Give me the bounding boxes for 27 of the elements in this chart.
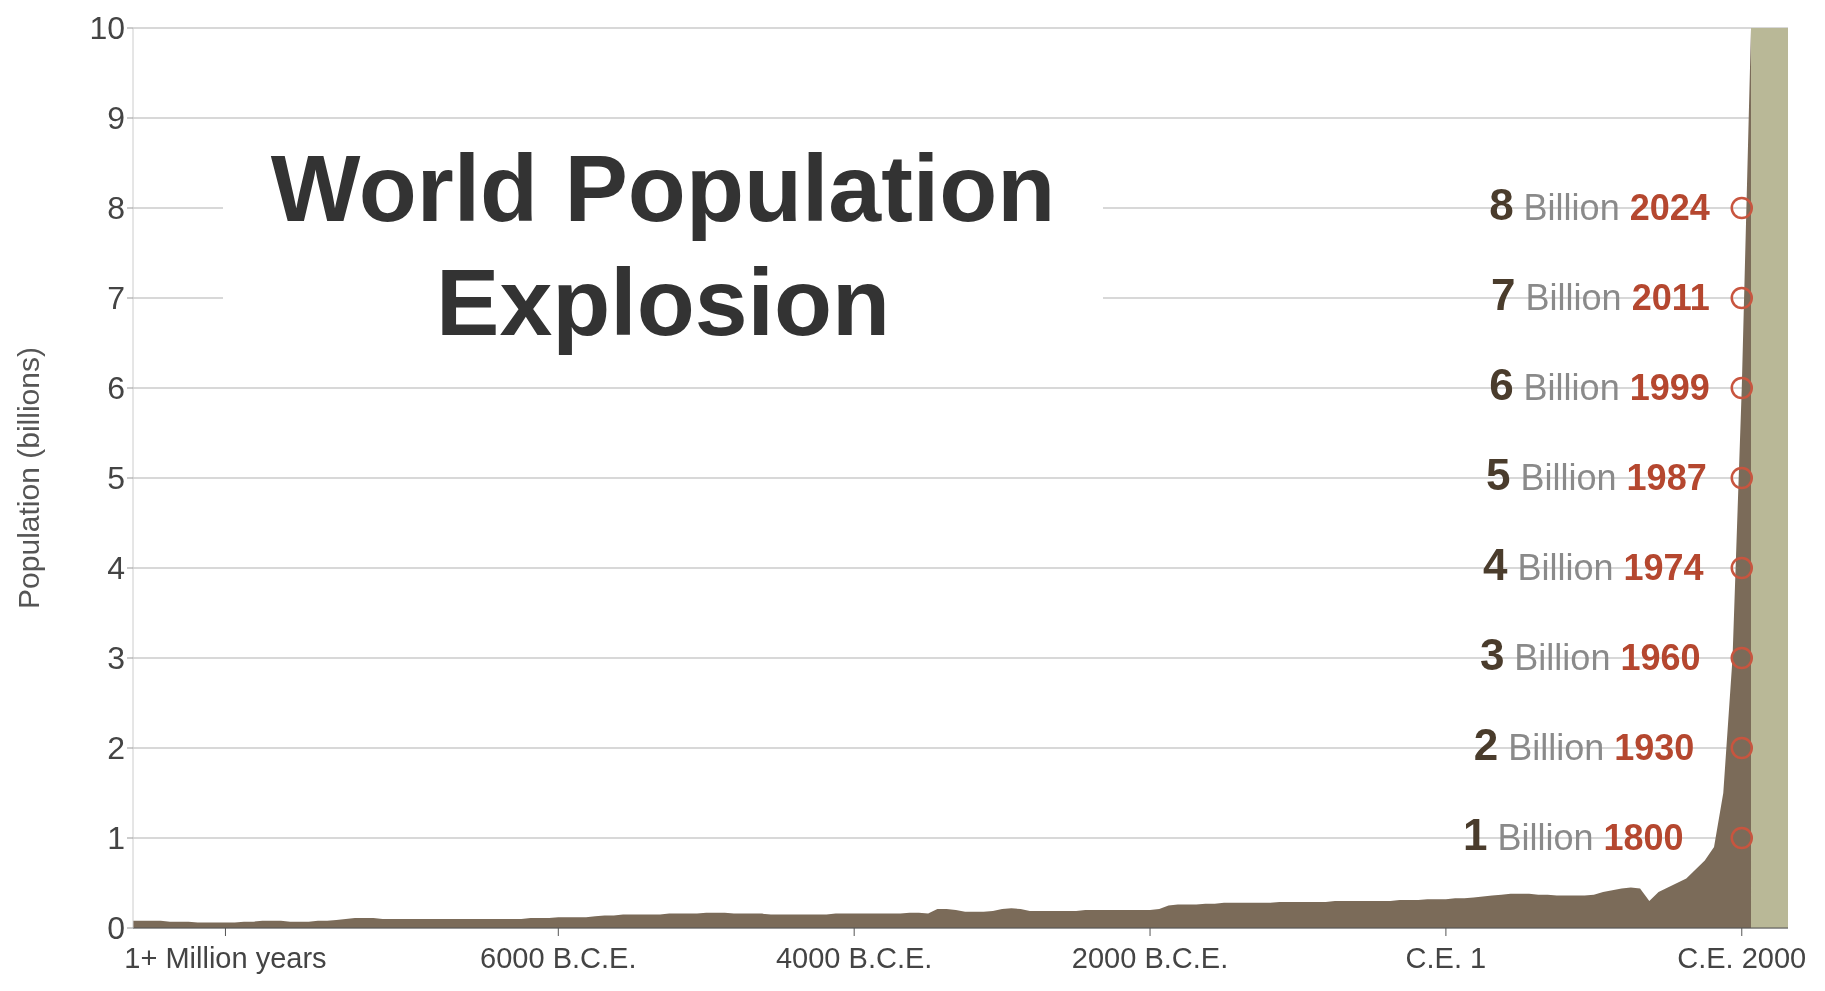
x-tick-label: 4000 B.C.E.	[775, 942, 933, 974]
x-tick-label: C.E. 2000	[1677, 942, 1807, 974]
annotation: 2 Billion 1930	[1473, 720, 1695, 769]
y-tick-label: 1	[107, 820, 125, 857]
x-tick-label: 6000 B.C.E.	[480, 942, 637, 974]
y-tick-label: 0	[107, 910, 125, 947]
y-axis-title: Population (billions)	[11, 347, 45, 609]
x-tick-label: 1+ Million years	[124, 942, 327, 974]
y-tick-label: 6	[107, 370, 125, 407]
x-tick-label: 2000 B.C.E.	[1071, 942, 1229, 974]
annotation: 5 Billion 1987	[1486, 450, 1707, 499]
y-tick-label: 9	[107, 100, 125, 137]
annotation: 1 Billion 1800	[1462, 810, 1684, 859]
annotation: 6 Billion 1999	[1489, 360, 1710, 409]
y-tick-label: 5	[107, 460, 125, 497]
y-tick-label: 4	[107, 550, 125, 587]
annotation: 4 Billion 1974	[1482, 540, 1704, 589]
y-tick-label: 7	[107, 280, 125, 317]
x-tick-label: C.E. 1	[1405, 942, 1487, 974]
annotation: 8 Billion 2024	[1489, 180, 1710, 229]
y-tick-label: 3	[107, 640, 125, 677]
annotation: 3 Billion 1960	[1479, 630, 1701, 679]
y-tick-label: 10	[89, 10, 125, 47]
y-tick-label: 2	[107, 730, 125, 767]
annotation: 7 Billion 2011	[1491, 270, 1710, 319]
text: World Population Explosion	[223, 121, 1103, 379]
y-tick-label: 8	[107, 190, 125, 227]
